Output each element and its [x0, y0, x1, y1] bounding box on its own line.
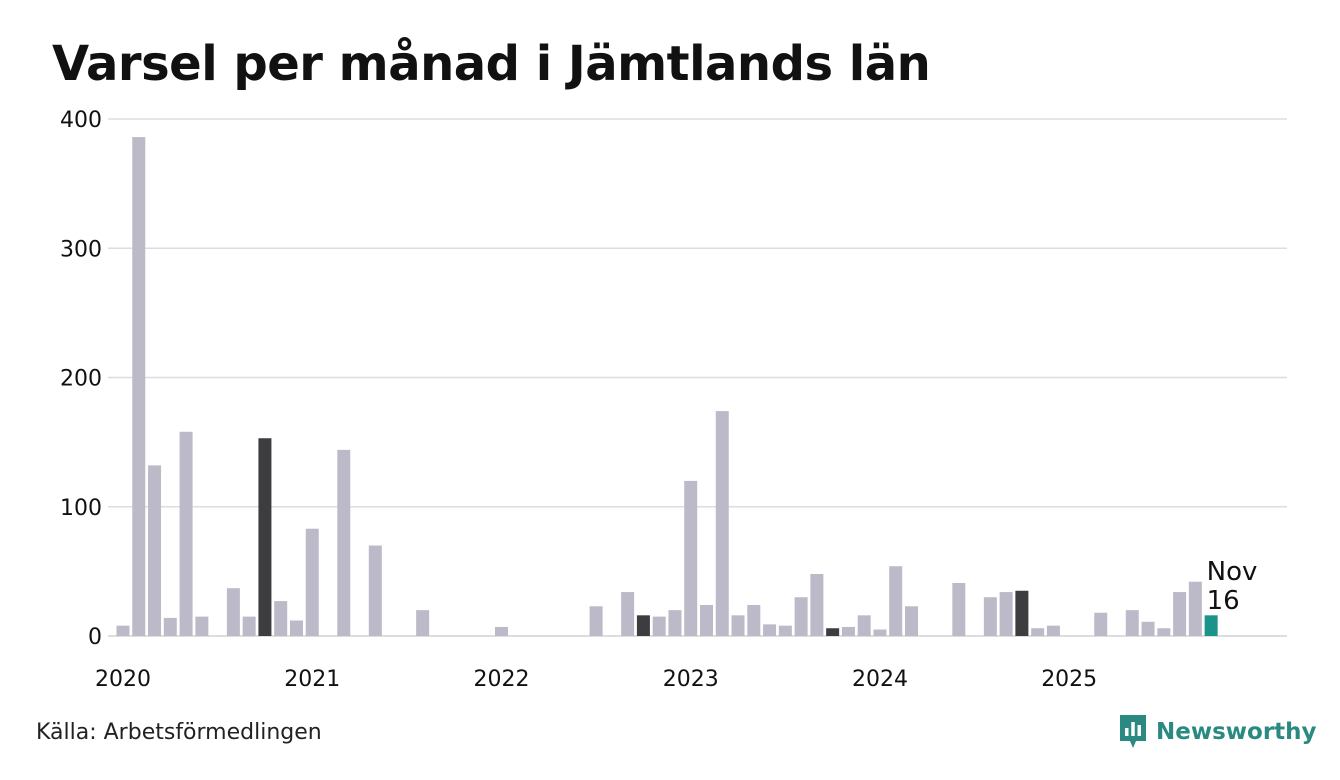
bar-2020-12 [289, 620, 303, 636]
y-tick-label: 400 [60, 108, 102, 133]
x-tick-label: 2020 [95, 667, 151, 692]
bar-2024-10 [1015, 590, 1029, 636]
bar-2020-05 [179, 431, 193, 636]
x-axis-ticks: 2020 2021 2022 2023 2024 2025 [95, 667, 1097, 692]
chart-title: Varsel per månad i Jämtlands län [52, 36, 931, 92]
bar-2024-08 [983, 597, 997, 636]
bar-2025-09 [1188, 581, 1202, 636]
bar-2023-08 [794, 597, 808, 636]
bar-2020-04 [163, 617, 177, 636]
y-tick-label: 300 [60, 237, 102, 262]
bar-2024-03 [905, 606, 918, 636]
bar-2020-09 [242, 616, 256, 636]
bar-2021-03 [337, 449, 351, 636]
bar-2022-01 [494, 626, 508, 636]
bar-2021-01 [305, 528, 319, 636]
bar-2023-06 [763, 624, 777, 636]
bar-2020-01 [116, 625, 130, 636]
bar-2020-06 [195, 616, 209, 636]
bar-2022-07 [589, 606, 603, 636]
x-tick-label: 2024 [852, 667, 908, 692]
bar-2020-08 [226, 588, 240, 636]
bar-2021-08 [416, 610, 430, 636]
bar-2025-06 [1141, 621, 1155, 636]
annotation-value: 16 [1207, 586, 1240, 616]
y-axis-ticks: 0 100 200 300 400 [60, 108, 102, 650]
bar-2020-02 [132, 137, 146, 636]
bar-2020-11 [274, 601, 288, 636]
x-tick-label: 2021 [284, 667, 340, 692]
bar-2023-10 [826, 628, 840, 636]
bar-2025-08 [1173, 592, 1187, 636]
bar-2023-07 [778, 625, 792, 636]
annotation-month: Nov [1207, 557, 1258, 587]
y-tick-label: 100 [60, 496, 102, 521]
bars [116, 137, 1218, 636]
bar-2020-10 [258, 438, 272, 636]
bar-2022-12 [668, 610, 682, 636]
y-tick-label: 0 [88, 625, 102, 650]
brand-logo[interactable]: Newsworthy [1118, 712, 1317, 752]
y-tick-label: 200 [60, 367, 102, 392]
bar-2022-09 [621, 592, 635, 636]
bar-2021-05 [368, 545, 382, 636]
gridlines [108, 118, 1287, 637]
bar-2023-09 [810, 573, 824, 636]
x-tick-label: 2023 [663, 667, 719, 692]
bar-2024-09 [999, 592, 1013, 636]
bar-2023-12 [857, 615, 871, 636]
bar-2025-07 [1157, 628, 1171, 636]
bar-2024-11 [1031, 628, 1045, 636]
x-tick-label: 2025 [1041, 667, 1097, 692]
bar-2024-12 [1046, 625, 1060, 636]
bar-2025-10 [1204, 615, 1218, 636]
bar-2023-04 [731, 615, 745, 636]
bar-2024-02 [889, 566, 903, 636]
bar-2023-01 [684, 480, 698, 636]
bar-2024-06 [952, 583, 966, 636]
bar-2023-03 [715, 411, 729, 636]
source-note: Källa: Arbetsförmedlingen [36, 720, 322, 745]
bar-2020-03 [148, 465, 162, 636]
bar-2022-11 [652, 616, 666, 636]
bar-2025-03 [1094, 612, 1108, 636]
bar-2023-11 [841, 626, 855, 636]
bar-chart: 0 100 200 300 400 2020 2021 2022 2023 2024 2025 N… [60, 108, 1287, 692]
x-tick-label: 2022 [473, 667, 529, 692]
brand-name: Newsworthy [1156, 719, 1317, 745]
bar-2025-05 [1125, 610, 1139, 636]
newsworthy-icon [1120, 715, 1146, 748]
bar-2024-01 [873, 629, 887, 636]
bar-2023-05 [747, 604, 761, 636]
bar-2023-02 [699, 604, 713, 636]
bar-2022-10 [636, 615, 650, 636]
